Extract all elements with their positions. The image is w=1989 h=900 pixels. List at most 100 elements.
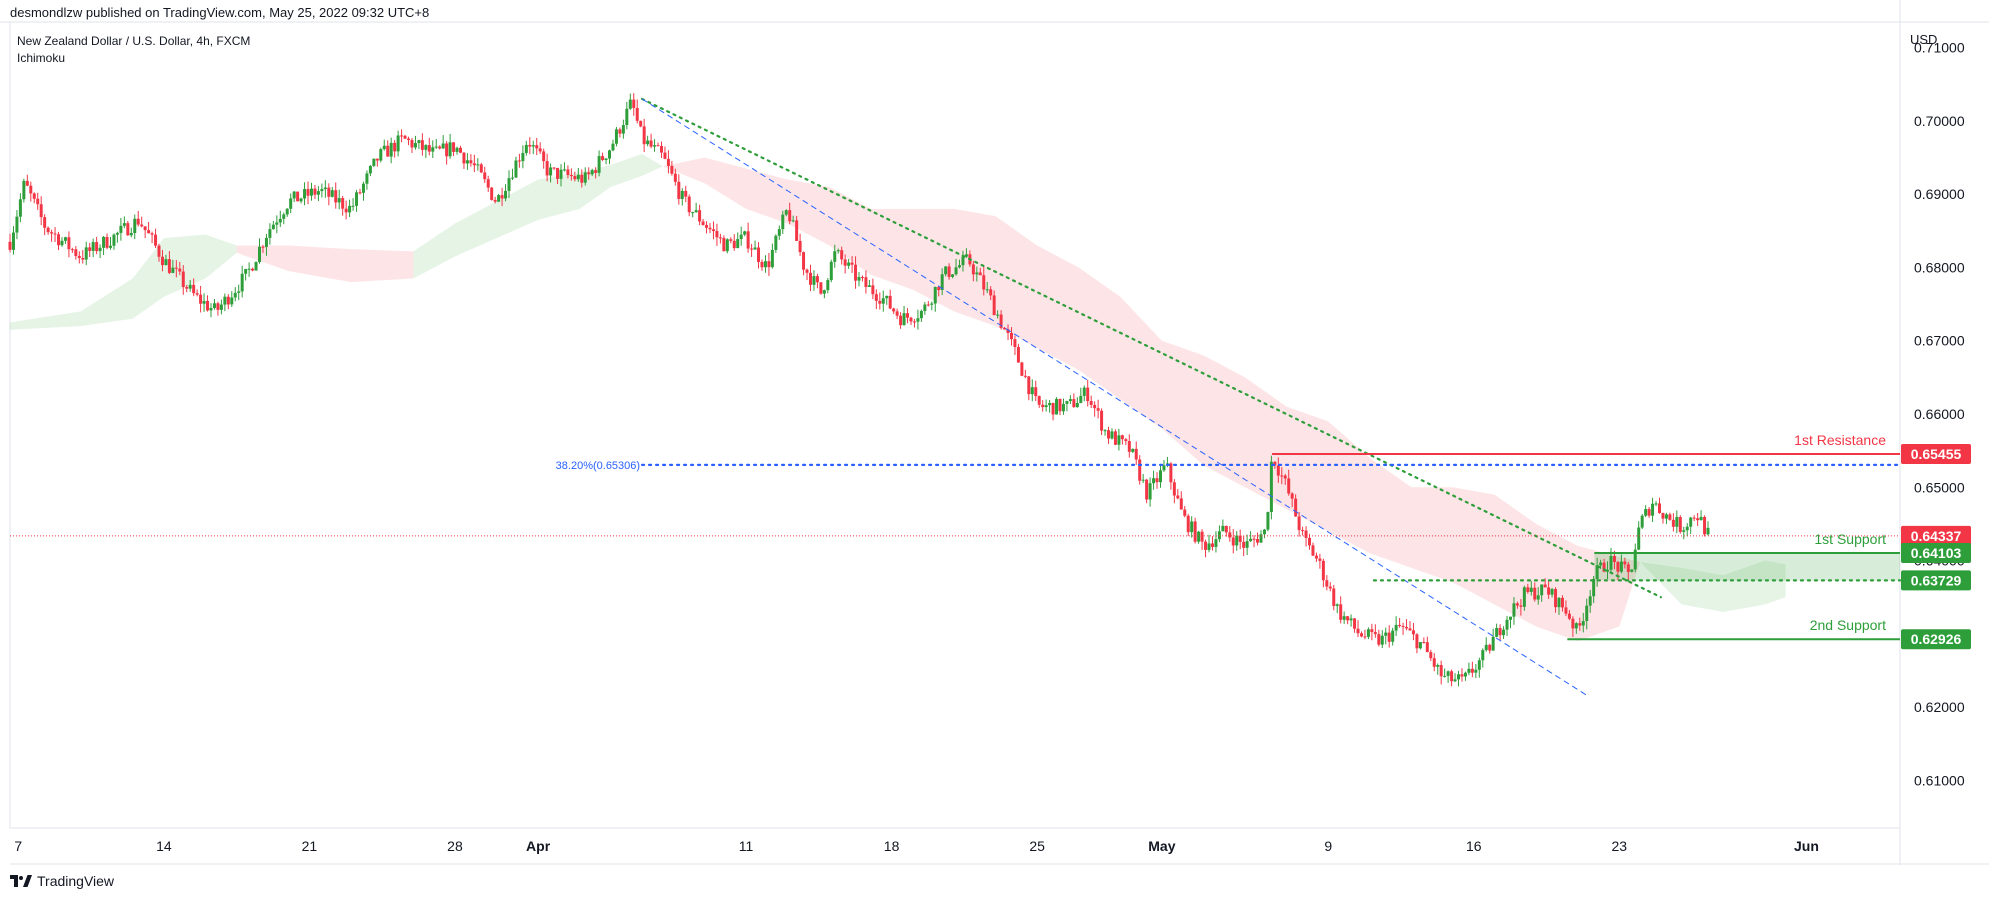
candle-body — [694, 210, 698, 213]
x-tick-label-5: 11 — [739, 838, 754, 854]
candle-body — [840, 250, 844, 260]
candle-body — [379, 149, 383, 161]
candle-body — [1013, 339, 1017, 347]
candle-body — [1602, 562, 1606, 572]
candle-body — [552, 167, 556, 169]
candle-body — [711, 229, 715, 232]
candle-body — [978, 272, 982, 276]
candle-body — [1640, 515, 1644, 528]
candle-body — [296, 191, 300, 202]
candle-body — [940, 274, 944, 291]
annotation-0: 38.20%(0.65306) — [556, 460, 640, 472]
candle-body — [1311, 545, 1315, 556]
candle-body — [684, 190, 688, 197]
candle-body — [1065, 401, 1069, 404]
candle-body — [1321, 560, 1325, 581]
candle-body — [355, 192, 359, 206]
candle-body — [507, 178, 511, 191]
candle-body — [1093, 404, 1097, 409]
candle-body — [1245, 541, 1249, 548]
candle-body — [1484, 644, 1488, 651]
candle-body — [74, 249, 78, 256]
x-tick-label-9: 9 — [1324, 838, 1332, 854]
candle-body — [919, 310, 923, 319]
candle-body — [531, 145, 535, 147]
candle-body — [1290, 493, 1294, 499]
candle-body — [195, 293, 199, 295]
candle-body — [833, 251, 837, 262]
candle-body — [528, 144, 532, 147]
y-tick-label-10: 0.61000 — [1914, 772, 1965, 788]
candle-body — [1470, 668, 1474, 673]
candle-body — [1269, 461, 1273, 513]
candle-body — [237, 291, 241, 293]
candle-body — [899, 315, 903, 326]
tradingview-footer[interactable]: TradingView — [10, 873, 114, 889]
candle-body — [1169, 463, 1173, 483]
candle-body — [1155, 478, 1159, 483]
candle-body — [1678, 517, 1682, 532]
price-tag-bg-0 — [1901, 443, 1971, 464]
candle-body — [178, 268, 182, 272]
candle-body — [722, 237, 726, 252]
candle-body — [871, 285, 875, 295]
candle-body — [1398, 624, 1402, 626]
candle-body — [892, 308, 896, 312]
candle-body — [181, 271, 185, 287]
candle-body — [1110, 431, 1114, 439]
candle-body — [1612, 556, 1616, 563]
candle-body — [1567, 613, 1571, 619]
candle-body — [829, 261, 833, 281]
candle-body — [746, 231, 750, 249]
candle-body — [251, 268, 255, 271]
candle-body — [462, 152, 466, 164]
candle-body — [46, 227, 50, 233]
tradingview-brand: TradingView — [37, 873, 115, 889]
ichimoku-cloud-green-2 — [413, 153, 663, 279]
candle-body — [32, 193, 36, 199]
candle-body — [1030, 387, 1034, 395]
candle-body — [808, 272, 812, 285]
x-tick-label-12: Jun — [1794, 838, 1819, 854]
candle-body — [1391, 630, 1395, 642]
candle-body — [1654, 503, 1658, 505]
candle-body — [1380, 635, 1384, 645]
candle-body — [670, 165, 674, 174]
y-tick-label-0: 0.71000 — [1914, 40, 1965, 56]
candle-body — [1595, 565, 1599, 579]
candle-body — [867, 285, 871, 287]
candle-body — [1231, 537, 1235, 546]
candle-body — [1529, 587, 1533, 592]
candle-body — [112, 234, 116, 246]
candle-body — [826, 280, 830, 291]
candle-body — [323, 187, 327, 190]
candle-body — [258, 246, 262, 263]
candle-body — [732, 240, 736, 249]
candle-body — [458, 147, 462, 153]
candle-body — [635, 107, 639, 121]
candle-body — [1540, 584, 1544, 596]
candle-body — [975, 272, 979, 275]
candle-body — [597, 156, 601, 173]
candle-body — [102, 236, 106, 248]
candle-body — [465, 160, 469, 164]
candle-body — [199, 294, 203, 304]
candle-body — [1141, 479, 1145, 481]
candle-body — [1162, 465, 1166, 471]
candle-body — [725, 239, 729, 252]
candle-body — [147, 230, 151, 234]
candle-body — [84, 247, 88, 260]
candle-body — [514, 160, 518, 178]
candle-body — [1633, 549, 1637, 570]
candle-body — [1373, 632, 1377, 635]
candle-body — [649, 140, 653, 147]
candle-body — [1536, 595, 1540, 600]
candle-body — [1658, 503, 1662, 514]
candle-body — [788, 210, 792, 222]
candle-body — [389, 142, 393, 157]
candle-body — [1103, 430, 1107, 432]
x-tick-label-6: 18 — [884, 838, 900, 854]
candle-body — [1075, 402, 1079, 408]
candle-body — [1318, 558, 1322, 561]
